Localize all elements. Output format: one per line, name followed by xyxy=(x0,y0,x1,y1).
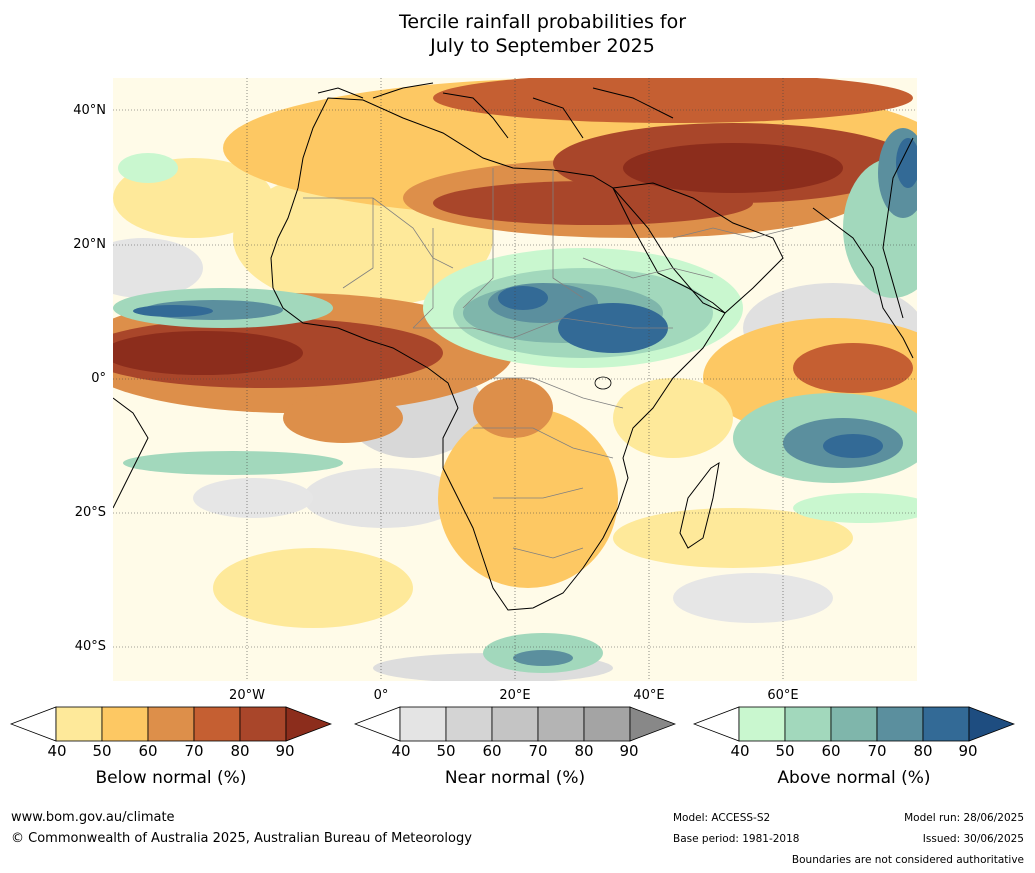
below-tick-90: 90 xyxy=(275,742,295,760)
lon-label-20w: 20°W xyxy=(229,688,265,703)
lat-label-20s: 20°S xyxy=(74,505,106,520)
lon-label-60e: 60°E xyxy=(767,688,799,703)
above-tick-50: 50 xyxy=(775,742,795,760)
lon-label-20e: 20°E xyxy=(499,688,531,703)
near-tick-40: 40 xyxy=(391,742,411,760)
above-segment-3 xyxy=(876,706,924,742)
above-tick-90: 90 xyxy=(958,742,978,760)
map-title: Tercile rainfall probabilities for July … xyxy=(0,10,1035,58)
field-above-normal xyxy=(113,128,917,673)
below-tick-60: 60 xyxy=(138,742,158,760)
lat-label-40n: 40°N xyxy=(73,103,106,118)
lake-outline xyxy=(594,376,612,390)
lat-label-20n: 20°N xyxy=(73,237,106,252)
below-segment-3 xyxy=(193,706,241,742)
below-under-triangle xyxy=(9,706,57,742)
near-tick-50: 50 xyxy=(436,742,456,760)
probability-map xyxy=(113,78,917,681)
below-tick-50: 50 xyxy=(92,742,112,760)
above-segment-2 xyxy=(830,706,878,742)
footer-disclaimer: Boundaries are not considered authoritat… xyxy=(791,854,1024,866)
footer-model: Model: ACCESS-S2 xyxy=(673,812,771,824)
above-over-triangle xyxy=(968,706,1016,742)
colorbar-near-title: Near normal (%) xyxy=(444,768,586,788)
near-segment-2 xyxy=(491,706,539,742)
lat-label-0: 0° xyxy=(91,371,106,386)
footer-model-run: Model run: 28/06/2025 xyxy=(904,812,1024,824)
near-segment-4 xyxy=(583,706,631,742)
colorbar-above-title: Above normal (%) xyxy=(777,768,931,788)
colorbar-below-title: Below normal (%) xyxy=(95,768,247,788)
footer-website: www.bom.gov.au/climate xyxy=(11,810,175,825)
graticule xyxy=(113,78,917,681)
colorbar-above-svg xyxy=(692,706,1016,742)
footer-base-period: Base period: 1981-2018 xyxy=(673,833,800,845)
colorbar-below-normal xyxy=(9,706,333,746)
colorbar-below-svg xyxy=(9,706,333,742)
below-segment-0 xyxy=(55,706,103,742)
map-canvas xyxy=(113,78,917,681)
above-tick-60: 60 xyxy=(821,742,841,760)
near-segment-0 xyxy=(399,706,447,742)
colorbar-near-svg xyxy=(353,706,677,742)
above-tick-70: 70 xyxy=(867,742,887,760)
lon-label-40e: 40°E xyxy=(633,688,665,703)
below-tick-70: 70 xyxy=(184,742,204,760)
near-under-triangle xyxy=(353,706,401,742)
near-segment-1 xyxy=(445,706,493,742)
below-segment-4 xyxy=(239,706,287,742)
near-tick-70: 70 xyxy=(528,742,548,760)
country-borders xyxy=(303,168,794,559)
below-segment-1 xyxy=(101,706,149,742)
below-segment-2 xyxy=(147,706,195,742)
above-segment-0 xyxy=(738,706,786,742)
above-tick-80: 80 xyxy=(913,742,933,760)
title-line-1: Tercile rainfall probabilities for xyxy=(398,11,687,33)
above-segment-4 xyxy=(922,706,970,742)
near-tick-60: 60 xyxy=(482,742,502,760)
colorbar-near-normal xyxy=(353,706,677,746)
lat-label-40s: 40°S xyxy=(74,639,106,654)
below-tick-40: 40 xyxy=(47,742,67,760)
title-line-2: July to September 2025 xyxy=(430,35,655,57)
near-segment-3 xyxy=(537,706,585,742)
above-under-triangle xyxy=(692,706,740,742)
above-tick-40: 40 xyxy=(730,742,750,760)
coastlines xyxy=(113,82,914,611)
lon-label-0: 0° xyxy=(373,688,389,703)
colorbar-above-normal xyxy=(692,706,1016,746)
near-tick-90: 90 xyxy=(619,742,639,760)
near-tick-80: 80 xyxy=(574,742,594,760)
near-over-triangle xyxy=(629,706,677,742)
footer-issued: Issued: 30/06/2025 xyxy=(922,833,1024,845)
footer-copyright: © Commonwealth of Australia 2025, Austra… xyxy=(11,831,472,846)
below-tick-80: 80 xyxy=(230,742,250,760)
above-segment-1 xyxy=(784,706,832,742)
below-over-triangle xyxy=(285,706,333,742)
